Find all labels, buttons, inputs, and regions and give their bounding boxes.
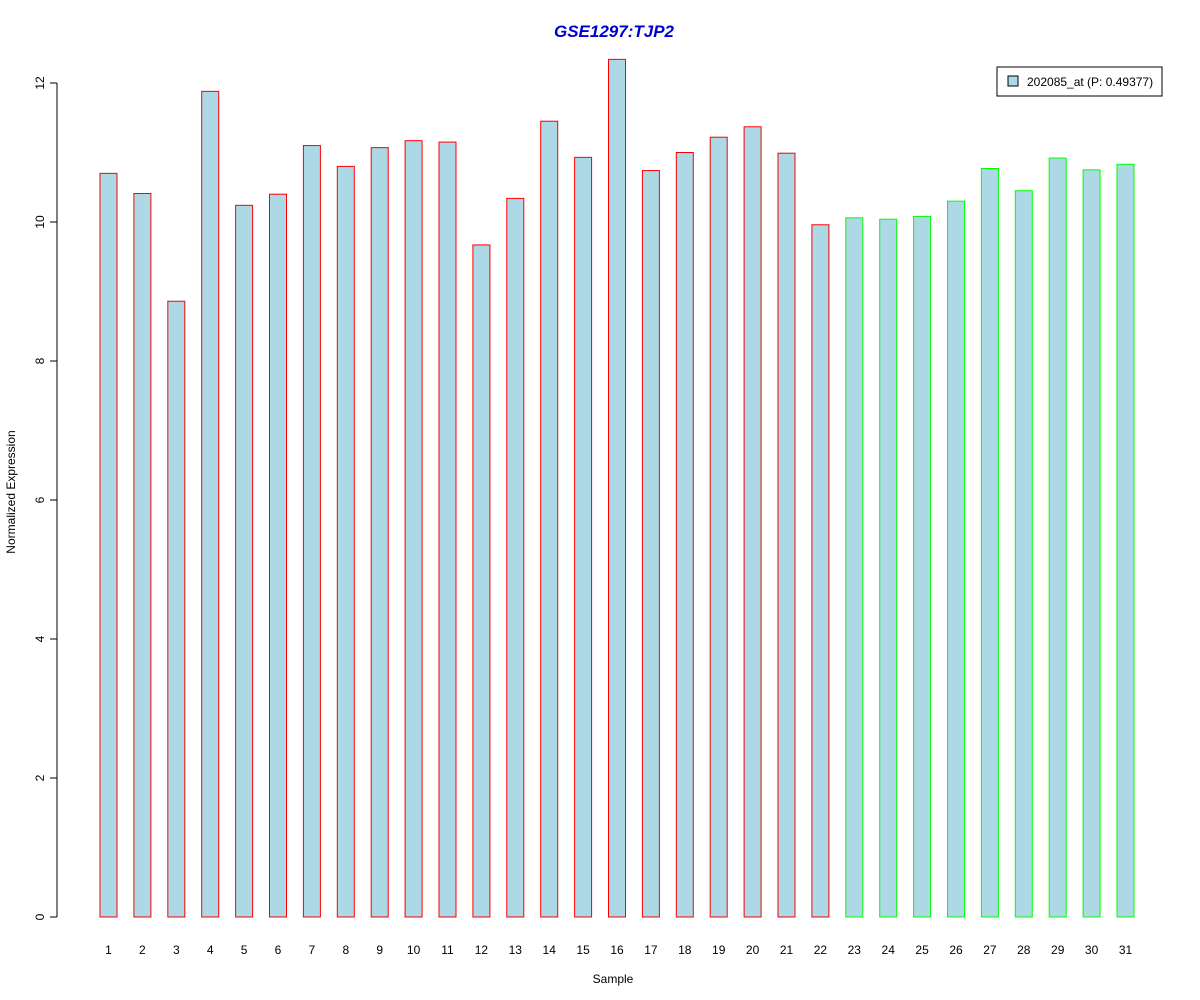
x-tick-label: 7: [309, 943, 316, 957]
bar-sample-8: [336, 165, 355, 918]
x-tick-label: 5: [241, 943, 248, 957]
y-tick-label: 4: [33, 635, 47, 642]
x-tick-label: 10: [407, 943, 421, 957]
bar-sample-5: [235, 204, 254, 918]
legend-label: 202085_at (P: 0.49377): [1027, 75, 1153, 89]
bar-sample-16: [608, 58, 626, 918]
x-axis-title: Sample: [593, 972, 634, 986]
chart-title: GSE1297:TJP2: [554, 22, 675, 41]
bar-sample-30: [1082, 169, 1101, 918]
y-axis: 0 2 4 6 8 10 12: [33, 76, 58, 920]
x-tick-label: 4: [207, 943, 214, 957]
bar-sample-1: [99, 172, 118, 918]
bar-sample-4: [201, 90, 220, 918]
legend-box: [996, 66, 1163, 97]
x-tick-label: 22: [814, 943, 828, 957]
x-tick-label: 12: [475, 943, 489, 957]
x-tick-label: 29: [1051, 943, 1065, 957]
y-tick-label: 0: [33, 913, 47, 920]
x-tick-label: 1: [105, 943, 112, 957]
bar-sample-27: [980, 167, 999, 918]
x-tick-label: 9: [376, 943, 383, 957]
bar-sample-12: [472, 244, 491, 918]
bar-sample-28: [1014, 190, 1033, 918]
bar-sample-3: [167, 300, 186, 918]
legend: 202085_at (P: 0.49377): [996, 66, 1163, 97]
x-tick-label: 14: [543, 943, 557, 957]
bar-sample-7: [302, 145, 321, 918]
x-tick-label: 3: [173, 943, 180, 957]
x-tick-label: 23: [848, 943, 862, 957]
x-tick-label: 6: [275, 943, 282, 957]
bar-sample-2: [133, 193, 152, 918]
x-tick-label: 31: [1119, 943, 1133, 957]
x-tick-label: 8: [342, 943, 349, 957]
bar-sample-17: [641, 170, 660, 918]
x-tick-label: 26: [949, 943, 963, 957]
y-tick-label: 6: [33, 496, 47, 503]
bars-group: [99, 58, 1135, 918]
bar-sample-15: [574, 156, 593, 918]
x-tick-label: 17: [644, 943, 658, 957]
x-tick-label: 28: [1017, 943, 1031, 957]
bar-sample-19: [709, 136, 728, 918]
x-tick-label: 15: [576, 943, 590, 957]
x-tick-label: 19: [712, 943, 726, 957]
bar-sample-26: [947, 200, 965, 918]
x-tick-label: 2: [139, 943, 146, 957]
bar-sample-9: [370, 147, 389, 918]
bar-sample-6: [269, 193, 287, 918]
x-tick-label: 11: [441, 943, 454, 957]
bar-sample-22: [811, 224, 830, 918]
x-tick-label: 13: [509, 943, 523, 957]
bar-sample-23: [845, 217, 864, 918]
bar-sample-31: [1116, 163, 1135, 918]
bar-sample-18: [675, 152, 694, 918]
y-tick-label: 2: [33, 774, 47, 781]
x-tick-label: 27: [983, 943, 997, 957]
x-tick-label: 16: [610, 943, 624, 957]
x-tick-label: 18: [678, 943, 692, 957]
x-tick-label: 21: [780, 943, 794, 957]
x-tick-label: 24: [882, 943, 896, 957]
bar-sample-25: [913, 215, 932, 918]
bar-sample-13: [506, 197, 525, 918]
legend-swatch: [1007, 75, 1019, 87]
bar-sample-24: [879, 218, 898, 918]
x-tick-label: 30: [1085, 943, 1099, 957]
bar-sample-20: [743, 126, 762, 918]
x-tick-label: 25: [915, 943, 929, 957]
bar-sample-21: [777, 152, 796, 918]
bar-sample-14: [540, 120, 559, 918]
y-tick-label: 8: [33, 357, 47, 364]
bar-sample-11: [438, 141, 457, 918]
y-tick-label: 12: [33, 76, 47, 90]
x-axis: 1 2 3 4 5 6 7 8 9 10 11 12 13 14 15 16 17 18 19 20 21 22 23 24 2…: [105, 943, 1132, 957]
bar-sample-10: [404, 140, 423, 918]
y-tick-label: 10: [33, 215, 47, 229]
bar-sample-29: [1048, 157, 1067, 918]
x-tick-label: 20: [746, 943, 760, 957]
y-axis-title: Normalized Expression: [4, 430, 18, 553]
